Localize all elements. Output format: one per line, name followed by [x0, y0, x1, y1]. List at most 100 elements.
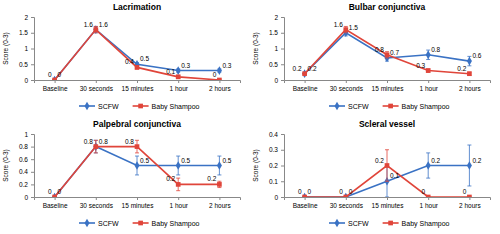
legend-label: SCFW — [98, 103, 119, 110]
error-bar — [385, 52, 389, 58]
data-label: 0.2 — [457, 65, 466, 72]
y-axis: 00.10.20.30.4 — [269, 131, 285, 201]
marker — [176, 161, 181, 170]
data-label: 0.3 — [181, 62, 190, 69]
marker — [134, 161, 139, 170]
tick-label: 2 hours — [459, 85, 481, 92]
tick-mark — [281, 150, 284, 151]
tick-mark — [346, 197, 347, 200]
tick-mark — [346, 80, 347, 83]
error-bar — [426, 69, 430, 72]
marker — [217, 66, 222, 75]
tick-label: 30 seconds — [80, 202, 114, 209]
axis-title: Score (0-3) — [2, 149, 10, 182]
legend-item: SCFW — [329, 102, 369, 111]
marker — [176, 182, 181, 187]
data-label: 0.5 — [222, 157, 231, 164]
tick-mark — [31, 64, 34, 65]
tick-mark — [281, 49, 284, 50]
tick: 0 — [274, 194, 284, 201]
tick-label: 15 minutes — [122, 202, 155, 209]
series-line — [305, 30, 470, 74]
legend-marker — [84, 102, 89, 111]
legend-item: SCFW — [79, 219, 119, 228]
marker — [467, 57, 472, 66]
tick-mark — [219, 197, 220, 200]
plot-area — [302, 26, 472, 78]
tick-mark — [469, 80, 470, 83]
marker — [217, 182, 222, 187]
marker — [52, 193, 57, 197]
axis-line — [281, 18, 285, 81]
legend-item: Baby Shampoo — [383, 220, 450, 228]
legend: SCFW Baby Shampoo — [329, 219, 450, 228]
tick: 1.5 — [19, 29, 34, 36]
panel: Scleral vesselScore (0-3)00.10.20.30.4Ba… — [252, 119, 491, 228]
tick-label: 2 hours — [209, 85, 231, 92]
marker — [302, 195, 307, 197]
y-axis: 00.511.52 — [269, 14, 285, 84]
tick: Baseline — [43, 80, 68, 92]
tick-mark — [428, 80, 429, 83]
error-bar — [385, 150, 389, 182]
legend: SCFW Baby Shampoo — [329, 102, 450, 111]
data-label: 0.5 — [140, 55, 149, 62]
y-axis: 00.20.40.60.81 — [19, 131, 35, 201]
tick-label: 1 — [24, 45, 28, 52]
tick-label: 0.8 — [19, 143, 28, 150]
error-bar — [94, 26, 98, 32]
panel: LacrimationScore (0-3)00.511.52Baseline3… — [2, 2, 241, 111]
legend-label: SCFW — [348, 220, 369, 227]
marker — [467, 195, 472, 197]
plot-area — [52, 25, 222, 80]
data-label: 0.8 — [125, 138, 134, 145]
tick-label: 15 minutes — [122, 85, 155, 92]
tick-mark — [281, 80, 284, 81]
tick: Baseline — [293, 80, 318, 92]
marker — [52, 195, 57, 197]
tick-label: 0.2 — [269, 162, 278, 169]
error-bar — [135, 66, 139, 69]
data-label: 0.2 — [375, 157, 384, 164]
tick-label: 2 hours — [209, 202, 231, 209]
tick-label: Baseline — [43, 85, 68, 92]
legend-item: Baby Shampoo — [133, 103, 200, 111]
tick-mark — [281, 17, 284, 18]
error-bar — [94, 26, 98, 32]
tick: 2 hours — [459, 80, 481, 92]
data-label: 0.2 — [166, 175, 175, 182]
error-bar — [426, 50, 430, 59]
tick-mark — [178, 80, 179, 83]
tick: 2 — [24, 14, 34, 21]
x-axis: Baseline30 seconds15 minutes1 hour2 hour… — [285, 197, 491, 209]
error-bar — [135, 140, 139, 153]
data-label: 0.8 — [375, 46, 384, 53]
panel: Palpebral conjunctivaScore (0-3)00.20.40… — [2, 119, 241, 228]
legend-label: Baby Shampoo — [402, 103, 450, 111]
tick: 0 — [274, 77, 284, 84]
tick: 1.5 — [269, 29, 284, 36]
tick-label: 1 hour — [169, 85, 188, 92]
tick: 0.5 — [269, 61, 284, 68]
chart-title: Lacrimation — [113, 2, 161, 12]
marker — [343, 195, 348, 197]
data-label: 0 — [58, 71, 62, 78]
data-label: 0 — [422, 188, 426, 195]
legend-marker — [138, 221, 143, 226]
marker — [52, 76, 57, 80]
tick-label: 1 hour — [169, 202, 188, 209]
marker — [217, 161, 222, 170]
marker — [176, 66, 181, 75]
tick: 2 hours — [209, 80, 231, 92]
tick-label: 0.6 — [19, 156, 28, 163]
tick: 15 minutes — [122, 80, 155, 92]
chart-title: Scleral vessel — [359, 119, 415, 129]
tick: 15 minutes — [372, 197, 405, 209]
tick: 0.3 — [269, 146, 284, 153]
tick: 0 — [24, 194, 34, 201]
marker — [426, 50, 431, 59]
tick-label: 2 hours — [459, 202, 481, 209]
chart-title: Palpebral conjunctiva — [93, 119, 181, 129]
marker — [135, 144, 140, 149]
tick-label: 0.1 — [269, 178, 278, 185]
